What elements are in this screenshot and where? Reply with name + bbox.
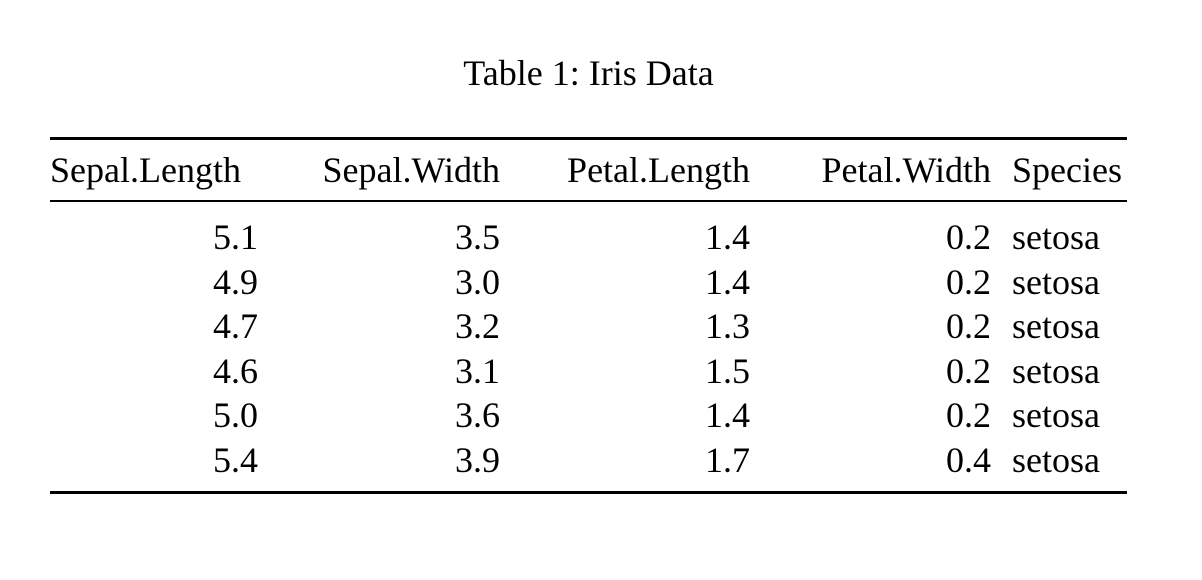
column-header-species: Species <box>991 138 1127 202</box>
column-header-sepal-length: Sepal.Length <box>50 138 258 202</box>
table-cell: 5.4 <box>213 439 258 480</box>
table-caption: Table 1: Iris Data <box>463 53 714 93</box>
table-cell: setosa <box>1012 439 1100 480</box>
table-row: 5.4 3.9 1.7 0.4 setosa <box>50 438 1127 493</box>
iris-data-table: Sepal.Length Sepal.Width Petal.Length Pe… <box>50 137 1127 494</box>
table-cell: 0.2 <box>946 350 991 391</box>
table-header: Sepal.Length Sepal.Width Petal.Length Pe… <box>50 138 1127 202</box>
table-cell: 4.9 <box>213 261 258 302</box>
column-header-petal-length: Petal.Length <box>500 138 750 202</box>
table-cell: setosa <box>1012 217 1100 257</box>
table-body: 5.1 3.5 1.4 0.2 setosa 4.9 3.0 1.4 0.2 setosa 4.7 3… <box>50 201 1127 493</box>
table-cell: 3.2 <box>455 306 500 346</box>
table-cell: 1.7 <box>705 439 750 480</box>
table-cell: setosa <box>1012 395 1100 435</box>
table-row: 5.0 3.6 1.4 0.2 setosa <box>50 393 1127 438</box>
table-cell: 5.0 <box>213 395 258 435</box>
table-row: 5.1 3.5 1.4 0.2 setosa <box>50 201 1127 260</box>
table-cell: 1.3 <box>705 306 750 346</box>
table-row: 4.6 3.1 1.5 0.2 setosa <box>50 349 1127 394</box>
table-cell: 1.4 <box>705 261 750 302</box>
table-cell: 0.4 <box>946 439 991 480</box>
table-cell: setosa <box>1012 350 1100 391</box>
table-cell: 0.2 <box>946 261 991 302</box>
table-cell: 0.2 <box>946 217 991 257</box>
table-cell: 0.2 <box>946 306 991 346</box>
table-cell: 1.4 <box>705 217 750 257</box>
table-cell: 1.4 <box>705 395 750 435</box>
table-cell: 1.5 <box>705 350 750 391</box>
column-header-petal-width: Petal.Width <box>750 138 991 202</box>
table-cell: 4.6 <box>213 350 258 391</box>
table-cell: 3.9 <box>455 439 500 480</box>
table-cell: 3.1 <box>455 350 500 391</box>
table-cell: setosa <box>1012 261 1100 302</box>
table-cell: 3.6 <box>455 395 500 435</box>
table-row: 4.7 3.2 1.3 0.2 setosa <box>50 304 1127 349</box>
table-cell: 5.1 <box>213 217 258 257</box>
table-row: 4.9 3.0 1.4 0.2 setosa <box>50 260 1127 305</box>
column-header-sepal-width: Sepal.Width <box>258 138 500 202</box>
table-cell: 3.5 <box>455 217 500 257</box>
table-cell: setosa <box>1012 306 1100 346</box>
table-cell: 0.2 <box>946 395 991 435</box>
header-row: Sepal.Length Sepal.Width Petal.Length Pe… <box>50 138 1127 202</box>
table-cell: 4.7 <box>213 306 258 346</box>
table-cell: 3.0 <box>455 261 500 302</box>
